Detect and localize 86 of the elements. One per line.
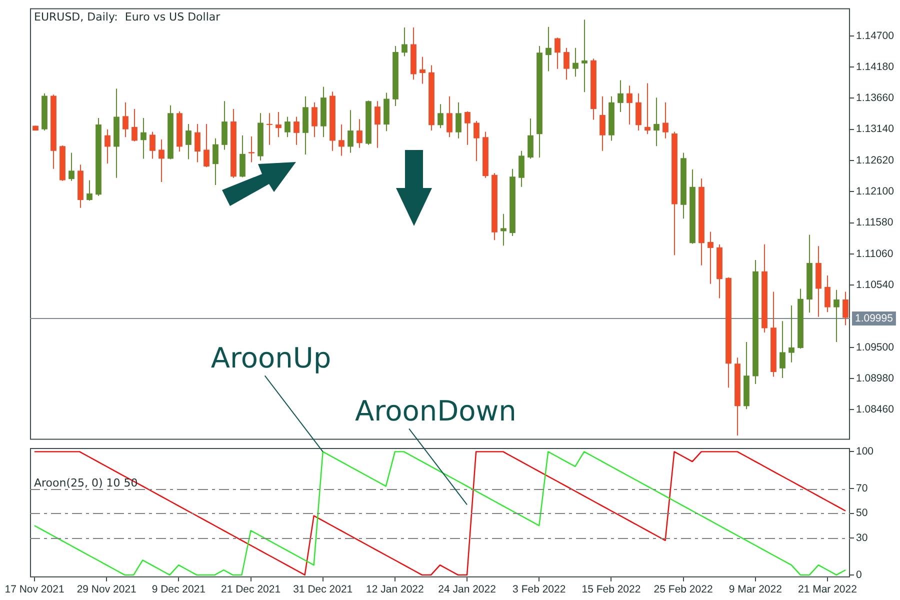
candlestick xyxy=(420,56,426,84)
candlestick xyxy=(68,152,74,182)
annotation: AroonDown xyxy=(355,394,516,428)
candlestick xyxy=(600,96,606,152)
candlestick xyxy=(824,275,830,313)
candlestick xyxy=(374,100,380,148)
candlestick xyxy=(474,120,480,162)
candlestick xyxy=(842,291,848,326)
x-tick-label: 15 Feb 2022 xyxy=(582,584,641,596)
candlestick xyxy=(348,110,354,154)
y-tick-label: 1.12620 xyxy=(856,154,894,166)
x-tick-label: 31 Dec 2021 xyxy=(293,584,353,596)
x-tick-label: 29 Nov 2021 xyxy=(76,584,137,596)
x-tick-label: 9 Dec 2021 xyxy=(152,584,206,596)
candlestick xyxy=(788,304,794,363)
y-tick-label: 70 xyxy=(856,482,868,495)
candlestick xyxy=(204,123,210,168)
x-tick-label: 24 Jan 2022 xyxy=(438,584,496,596)
candlestick xyxy=(356,118,362,148)
candlestick xyxy=(158,139,164,183)
candlestick xyxy=(528,118,534,160)
candlestick xyxy=(456,102,462,139)
candlestick xyxy=(194,123,200,163)
candlestick xyxy=(564,47,570,80)
candlestick xyxy=(780,320,786,378)
candlestick xyxy=(834,289,840,343)
candlestick xyxy=(644,82,650,135)
candlestick xyxy=(554,37,560,70)
candlestick xyxy=(140,117,146,160)
y-tick-label: 1.14180 xyxy=(856,60,894,73)
candlestick xyxy=(186,123,192,160)
candlestick xyxy=(708,231,714,284)
y-tick-label: 1.10540 xyxy=(856,279,894,292)
x-tick-label: 21 Dec 2021 xyxy=(220,584,281,596)
candlestick xyxy=(86,180,92,202)
y-tick-label: 1.08980 xyxy=(856,372,894,384)
candlestick xyxy=(240,134,246,178)
candlestick xyxy=(294,116,300,146)
candlestick xyxy=(276,111,282,138)
candlestick xyxy=(464,110,470,146)
candlestick xyxy=(150,131,156,160)
x-tick-label: 3 Feb 2022 xyxy=(512,584,566,596)
candlestick xyxy=(338,124,344,156)
chart-title: EURUSD, Daily: Euro vs US Dollar xyxy=(34,10,221,24)
y-tick-label: 1.11060 xyxy=(856,248,894,260)
candlestick xyxy=(212,138,218,186)
y-tick-label: 1.08460 xyxy=(856,404,894,416)
y-tick-label: 1.11580 xyxy=(856,216,894,229)
candlestick xyxy=(500,213,506,246)
y-tick-label: 1.13140 xyxy=(856,123,894,136)
candlestick xyxy=(402,26,408,57)
candlestick xyxy=(662,102,668,139)
candlestick xyxy=(626,85,632,126)
candlestick xyxy=(122,102,128,138)
candlestick xyxy=(582,19,588,93)
candlestick xyxy=(312,102,318,138)
y-tick-label: 0 xyxy=(856,568,862,581)
candlestick xyxy=(104,128,110,164)
candlestick xyxy=(446,96,452,138)
y-tick-label: 100 xyxy=(856,446,874,458)
candlestick xyxy=(222,100,228,150)
ref-line-label: 1.09995 xyxy=(855,312,894,324)
candlestick xyxy=(618,80,624,112)
candlestick xyxy=(248,136,254,163)
candlestick xyxy=(572,47,578,78)
x-tick-label: 12 Jan 2022 xyxy=(366,584,424,596)
candlestick xyxy=(284,116,290,138)
candlestick xyxy=(438,104,444,129)
text: Aroon(25, 0) 10 50 xyxy=(34,476,138,490)
annotation: AroonUp xyxy=(210,342,332,375)
candlestick xyxy=(654,97,660,147)
y-tick-label: 1.12100 xyxy=(856,186,894,198)
x-tick-label: 25 Feb 2022 xyxy=(654,584,713,596)
candlestick xyxy=(636,92,642,132)
y-tick-label: 1.14700 xyxy=(856,30,894,42)
candlestick xyxy=(132,108,138,142)
y-tick-label: 50 xyxy=(856,507,868,520)
x-tick-label: 17 Nov 2021 xyxy=(4,584,64,596)
candlestick xyxy=(266,112,272,146)
candlestick xyxy=(546,26,552,72)
candlestick xyxy=(518,150,524,188)
y-tick-label: 1.13660 xyxy=(856,92,894,104)
y-tick-label: 30 xyxy=(856,532,868,544)
x-tick-label: 21 Mar 2022 xyxy=(798,584,858,596)
x-tick-label: 9 Mar 2022 xyxy=(728,584,782,596)
y-tick-label: 1.09500 xyxy=(856,341,894,354)
